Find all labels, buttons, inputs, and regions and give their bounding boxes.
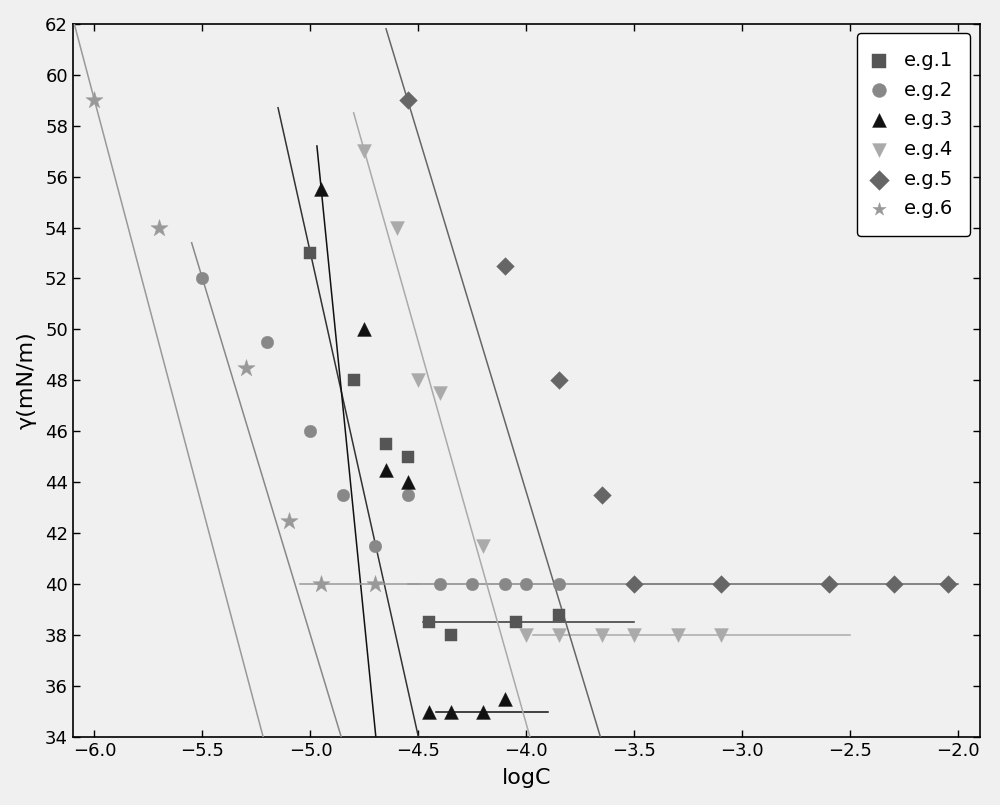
e.g.6 <box>367 578 383 591</box>
e.g.2 <box>497 578 513 591</box>
e.g.4 <box>713 629 729 642</box>
e.g.4 <box>389 221 405 234</box>
e.g.2 <box>194 272 210 285</box>
e.g.5 <box>713 578 729 591</box>
e.g.1 <box>551 609 567 621</box>
e.g.6 <box>238 361 254 374</box>
e.g.6 <box>313 578 329 591</box>
e.g.3 <box>400 476 416 489</box>
e.g.5 <box>821 578 837 591</box>
e.g.2 <box>518 578 534 591</box>
e.g.4 <box>432 386 448 399</box>
e.g.4 <box>670 629 686 642</box>
e.g.4 <box>551 629 567 642</box>
e.g.5 <box>940 578 956 591</box>
e.g.5 <box>886 578 902 591</box>
e.g.4 <box>594 629 610 642</box>
e.g.2 <box>400 489 416 502</box>
e.g.2 <box>259 336 275 349</box>
e.g.3 <box>313 183 329 196</box>
e.g.2 <box>302 425 318 438</box>
e.g.4 <box>475 539 491 552</box>
e.g.1 <box>378 438 394 451</box>
e.g.1 <box>421 616 437 629</box>
Y-axis label: γ(mN/m): γ(mN/m) <box>17 332 37 429</box>
e.g.2 <box>464 578 480 591</box>
e.g.4 <box>410 374 426 387</box>
e.g.2 <box>432 578 448 591</box>
e.g.5 <box>594 489 610 502</box>
e.g.2 <box>551 578 567 591</box>
X-axis label: logC: logC <box>502 768 551 788</box>
e.g.4 <box>626 629 642 642</box>
e.g.5 <box>626 578 642 591</box>
e.g.3 <box>475 705 491 718</box>
e.g.6 <box>151 221 167 234</box>
e.g.6 <box>281 514 297 527</box>
e.g.1 <box>400 451 416 464</box>
e.g.3 <box>378 463 394 476</box>
e.g.3 <box>421 705 437 718</box>
e.g.4 <box>518 629 534 642</box>
e.g.4 <box>356 145 372 158</box>
e.g.1 <box>302 246 318 259</box>
e.g.3 <box>443 705 459 718</box>
e.g.5 <box>551 374 567 387</box>
e.g.1 <box>346 374 362 387</box>
e.g.1 <box>508 616 524 629</box>
e.g.2 <box>367 539 383 552</box>
e.g.3 <box>497 692 513 705</box>
e.g.6 <box>86 93 102 106</box>
e.g.3 <box>356 323 372 336</box>
Legend: e.g.1, e.g.2, e.g.3, e.g.4, e.g.5, e.g.6: e.g.1, e.g.2, e.g.3, e.g.4, e.g.5, e.g.6 <box>857 33 970 236</box>
e.g.2 <box>335 489 351 502</box>
e.g.5 <box>400 93 416 106</box>
e.g.1 <box>443 629 459 642</box>
e.g.5 <box>497 259 513 272</box>
